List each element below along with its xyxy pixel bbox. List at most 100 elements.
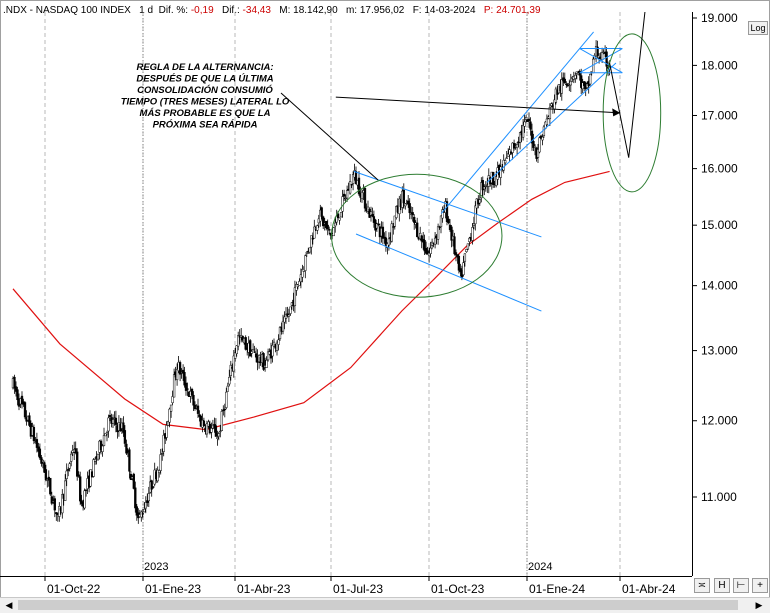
annotation-line: REGLA DE LA ALTERNANCIA: [136, 62, 273, 73]
candle-body [175, 368, 179, 381]
candle-body [150, 480, 153, 490]
candle-body [156, 469, 159, 482]
candle-body [518, 132, 522, 143]
candle-body [20, 395, 24, 405]
candle-body [344, 197, 347, 200]
candle-body [502, 159, 505, 171]
header-diff-label: Dif.: [222, 5, 243, 16]
candle-body [44, 469, 48, 481]
candle-body [483, 186, 486, 190]
candle-body [70, 453, 73, 462]
candle-body [68, 463, 71, 469]
candle-body [61, 494, 64, 514]
candle-body [77, 474, 80, 477]
candle-body [271, 344, 274, 357]
candle-body [345, 190, 349, 199]
scroll-left-arrow[interactable]: ◀ [5, 600, 13, 610]
candle-body [450, 226, 453, 241]
channel-line [440, 31, 594, 214]
candle-body [123, 430, 127, 444]
candle-body [404, 203, 407, 207]
scroll-right-arrow[interactable]: ▶ [755, 600, 763, 610]
candle-body [326, 224, 329, 230]
x-tick-label: 01-Oct-23 [431, 582, 485, 596]
candle-body [316, 225, 319, 231]
candle-body [569, 81, 572, 86]
scroll-thumb[interactable] [18, 600, 738, 610]
candle-body [158, 470, 161, 473]
candle-body [220, 411, 223, 431]
horizontal-scrollbar[interactable]: ◀ ▶ [0, 597, 770, 613]
candle-body [563, 78, 566, 83]
candle-body [92, 459, 95, 477]
y-tick-label: 19.000 [701, 11, 738, 25]
candle-body [35, 439, 39, 448]
candle-body [251, 349, 255, 351]
candle-body [472, 223, 476, 226]
candle-body [192, 394, 195, 406]
candle-body [402, 189, 405, 204]
candle-body [369, 211, 373, 216]
candle-body [550, 103, 553, 107]
candle-body [134, 487, 137, 509]
year-label: 2023 [144, 561, 168, 573]
candle-body [253, 351, 256, 353]
candle-body [266, 351, 270, 361]
candle-body [226, 385, 229, 392]
candle-body [445, 201, 449, 222]
log-button[interactable]: Log [748, 21, 768, 35]
candle-body [351, 174, 355, 184]
mirror-icon[interactable]: ≍ [694, 578, 710, 593]
candle-body [50, 496, 53, 504]
candle-body [439, 215, 443, 228]
y-tick-label: 11.000 [701, 490, 737, 504]
candle-body [104, 433, 107, 437]
candle-body [295, 284, 298, 291]
candle-body [144, 502, 147, 509]
candle-body [28, 415, 31, 426]
candle-body [141, 513, 144, 515]
candles [11, 40, 611, 524]
candle-body [275, 342, 279, 351]
moving-average-line [12, 170, 610, 431]
candle-body [499, 166, 502, 178]
candle-body [202, 420, 206, 427]
header-diff-pct-label: Dif. %: [159, 5, 191, 16]
candle-body [468, 237, 471, 242]
candle-body [354, 171, 358, 185]
y-tick-label: 15.000 [701, 218, 738, 232]
header-min: m: 17.956,02 [346, 5, 413, 16]
candle-body [492, 171, 495, 185]
candle-body [357, 177, 361, 195]
x-tick-label: 01-Ene-24 [529, 582, 585, 596]
zoom-in-icon[interactable]: + [752, 578, 768, 593]
candle-body [146, 500, 149, 503]
candle-body [265, 359, 268, 368]
candle-body [596, 46, 599, 56]
y-tick-label: 14.000 [701, 279, 738, 293]
candle-body [527, 118, 531, 122]
candle-body [566, 84, 569, 87]
x-tick-label: 01-Abr-24 [622, 582, 676, 596]
candle-body [217, 433, 220, 437]
candle-body [277, 339, 280, 345]
candle-body [198, 414, 201, 417]
candle-body [262, 353, 265, 370]
candle-body [79, 476, 82, 502]
candle-body [336, 213, 340, 219]
cursor-icon[interactable]: ⊢ [733, 578, 749, 593]
candle-body [281, 320, 285, 332]
candle-body [521, 125, 525, 138]
x-tick-label: 01-Ene-23 [145, 582, 201, 596]
candle-body [111, 419, 115, 424]
scroll-left-icon[interactable]: H [714, 578, 730, 593]
candle-body [311, 237, 314, 240]
candle-body [560, 79, 563, 94]
candle-body [320, 207, 323, 217]
channel-line [486, 62, 617, 183]
candle-body [515, 144, 519, 149]
candle-body [420, 235, 423, 242]
candle-body [159, 454, 162, 471]
candle-body [249, 340, 252, 357]
